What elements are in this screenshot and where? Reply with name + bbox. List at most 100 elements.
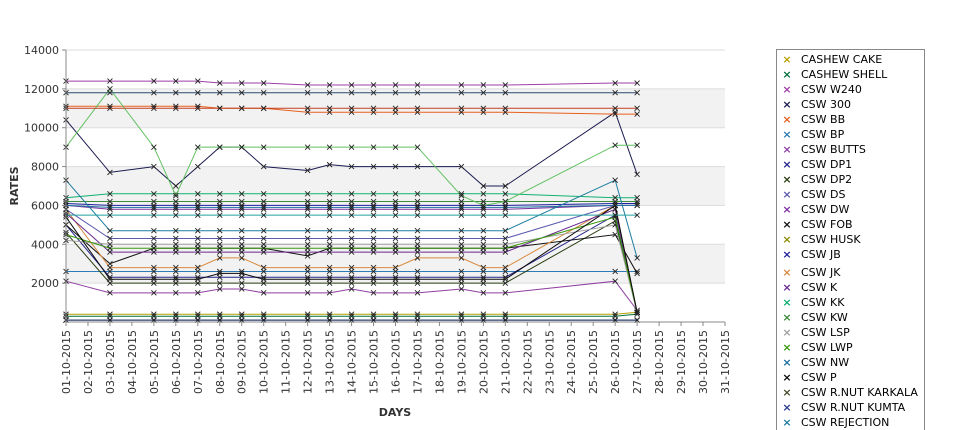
data-point [304, 167, 311, 174]
data-point [480, 227, 487, 234]
data-point [107, 89, 113, 96]
data-point [414, 255, 421, 261]
data-point [238, 144, 245, 150]
legend-marker-icon: × [782, 266, 792, 279]
data-point [348, 190, 355, 197]
data-point [151, 212, 157, 218]
x-tick-label: 09-10-2015 [236, 330, 249, 394]
data-point [260, 212, 267, 218]
x-axis-label: DAYS [379, 406, 412, 419]
data-point [304, 227, 311, 234]
x-tick-label: 14-10-2015 [346, 330, 359, 394]
x-tick-label: 01-10-2015 [60, 330, 73, 394]
data-point [458, 212, 465, 218]
data-point [107, 198, 113, 205]
data-point [194, 190, 201, 197]
data-point [414, 235, 421, 242]
data-point [392, 276, 399, 283]
legend-marker-icon: × [782, 401, 792, 414]
legend-item: × CSW DW [777, 202, 924, 217]
data-point [304, 89, 311, 96]
data-point [216, 212, 223, 218]
data-point [458, 163, 465, 170]
data-point [326, 105, 333, 112]
data-point [480, 290, 487, 296]
legend-marker-icon: × [782, 143, 792, 156]
data-point [260, 276, 267, 283]
legend-item: × CSW P [777, 370, 924, 385]
x-tick-label: 26-10-2015 [609, 330, 622, 394]
data-point [458, 198, 465, 205]
data-point [107, 212, 113, 218]
data-point [260, 235, 267, 242]
data-point [480, 202, 487, 209]
data-point [392, 212, 399, 218]
data-point [502, 276, 509, 283]
data-point [326, 190, 333, 197]
data-point [194, 227, 201, 234]
data-point [107, 235, 113, 242]
data-point [480, 235, 487, 242]
data-point [414, 245, 421, 251]
data-point [370, 212, 377, 218]
legend-label: CSW DS [801, 188, 846, 201]
data-point [348, 144, 355, 150]
legend-label: CSW BUTTS [801, 143, 866, 156]
data-point [392, 245, 399, 251]
x-tick-label: 28-10-2015 [653, 330, 666, 394]
data-point [216, 245, 223, 251]
data-point [392, 290, 399, 296]
data-point [194, 204, 201, 211]
legend-item: × CSW KK [777, 295, 924, 310]
legend-item: × CSW DP2 [777, 172, 924, 187]
data-point [194, 89, 201, 96]
x-tick-label: 07-10-2015 [192, 330, 205, 394]
data-point [260, 144, 267, 150]
data-point [458, 227, 465, 234]
data-point [260, 89, 267, 96]
y-tick-label: 4000 [31, 238, 59, 251]
data-point [348, 89, 355, 96]
x-tick-label: 31-10-2015 [719, 330, 732, 394]
data-point [392, 163, 399, 170]
data-point [480, 264, 487, 271]
data-point [458, 190, 465, 197]
data-point [612, 111, 618, 117]
data-point [194, 290, 201, 296]
legend-marker-icon: × [782, 158, 792, 171]
legend-marker-icon: × [782, 341, 792, 354]
data-point [194, 163, 201, 170]
data-point [634, 202, 640, 209]
data-point [216, 144, 223, 150]
data-point [502, 198, 509, 205]
x-tick-label: 12-10-2015 [302, 330, 315, 394]
data-point [502, 204, 509, 211]
data-point [392, 105, 399, 112]
data-point [392, 190, 399, 197]
data-point [414, 198, 421, 205]
x-axis-ticks: 01-10-2015 02-10-2015 03-10-2015 04-10-2015… [60, 322, 732, 394]
x-tick-label: 30-10-2015 [697, 330, 710, 394]
data-point [370, 105, 377, 112]
data-point [260, 245, 267, 251]
data-point [151, 190, 157, 197]
data-point [370, 235, 377, 242]
data-point [194, 235, 201, 242]
data-point [634, 212, 640, 218]
data-point [238, 89, 245, 96]
data-point [392, 235, 399, 242]
data-point [304, 198, 311, 205]
x-tick-label: 11-10-2015 [280, 330, 293, 394]
legend-marker-icon: × [782, 188, 792, 201]
legend-label: CSW HUSK [801, 233, 861, 246]
data-point [634, 142, 640, 149]
data-point [326, 290, 333, 296]
data-point [151, 276, 157, 283]
data-point [370, 227, 377, 234]
legend-marker-icon: × [782, 386, 792, 399]
data-point [216, 255, 223, 261]
data-point [612, 80, 618, 86]
data-point [458, 105, 465, 112]
data-point [260, 105, 267, 112]
data-point [502, 264, 509, 271]
